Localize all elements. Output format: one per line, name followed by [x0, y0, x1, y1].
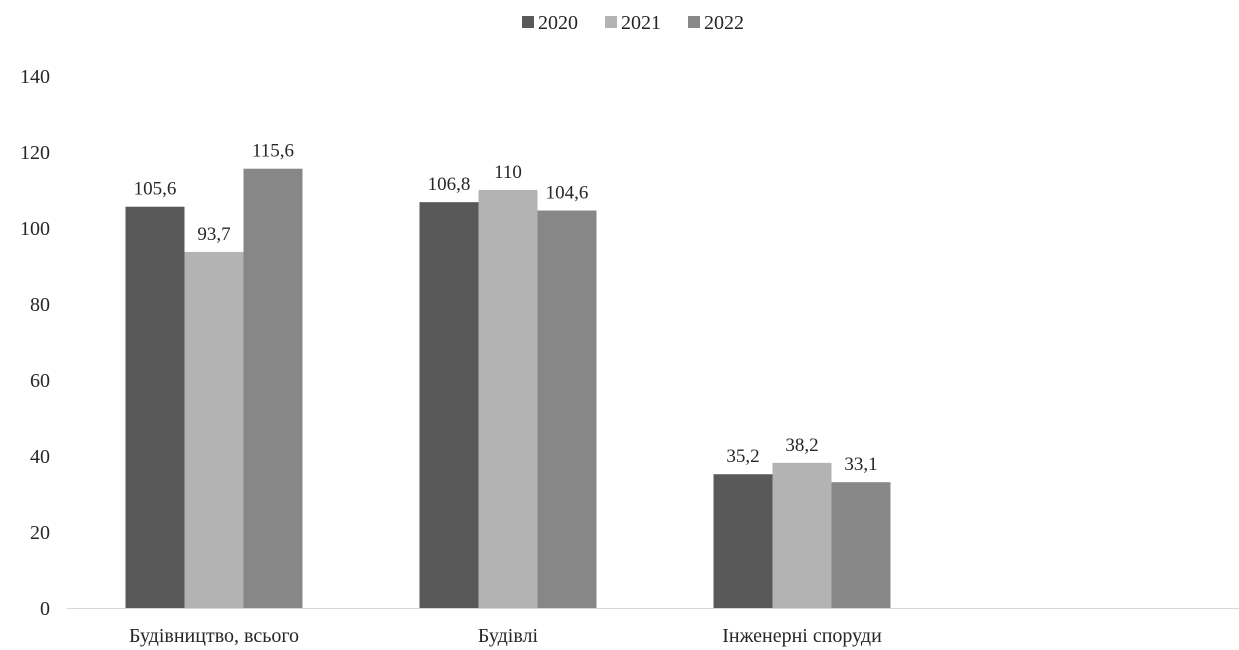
x-category-label: Інженерні споруди	[722, 625, 882, 647]
bar-2021	[184, 251, 244, 608]
data-labels: 105,6 93,7 115,6 106,8 110 104,6 35,2 38,2 33,1	[134, 141, 878, 476]
bar-2020	[713, 474, 773, 608]
y-axis: 0 20 40 60 80 100 120 140	[20, 66, 50, 620]
legend-label-2020: 2020	[538, 12, 578, 34]
data-label-2022: 104,6	[546, 183, 589, 204]
data-label-2020: 105,6	[134, 179, 177, 200]
data-label-2020: 35,2	[726, 446, 759, 467]
data-label-2021: 93,7	[197, 224, 230, 245]
y-tick-label: 60	[30, 370, 50, 392]
y-tick-label: 100	[20, 218, 50, 240]
y-tick-label: 40	[30, 446, 50, 468]
data-label-2022: 115,6	[252, 141, 294, 162]
legend-swatch-2022	[688, 16, 700, 28]
data-label-2022: 33,1	[844, 454, 877, 475]
bar-2022	[537, 210, 597, 608]
bar-2021	[772, 462, 832, 608]
y-tick-label: 120	[20, 142, 50, 164]
data-label-2021: 110	[494, 162, 522, 183]
x-axis: Будівництво, всього Будівлі Інженерні спор…	[67, 608, 1239, 647]
x-category-label: Будівлі	[478, 625, 539, 647]
legend: 2020 2021 2022	[522, 12, 744, 34]
data-label-2020: 106,8	[428, 174, 471, 195]
bar-2021	[478, 190, 538, 608]
y-tick-label: 140	[20, 66, 50, 88]
legend-swatch-2020	[522, 16, 534, 28]
legend-label-2021: 2021	[621, 12, 661, 34]
bar-2020	[125, 206, 185, 608]
bar-2020	[419, 202, 479, 608]
bar-2022	[243, 168, 303, 608]
y-tick-label: 20	[30, 522, 50, 544]
bar-2022	[831, 482, 891, 608]
data-label-2021: 38,2	[785, 435, 818, 456]
x-category-label: Будівництво, всього	[129, 625, 299, 647]
legend-label-2022: 2022	[704, 12, 744, 34]
y-tick-label: 0	[40, 598, 50, 620]
bars	[125, 168, 891, 608]
legend-swatch-2021	[605, 16, 617, 28]
y-tick-label: 80	[30, 294, 50, 316]
